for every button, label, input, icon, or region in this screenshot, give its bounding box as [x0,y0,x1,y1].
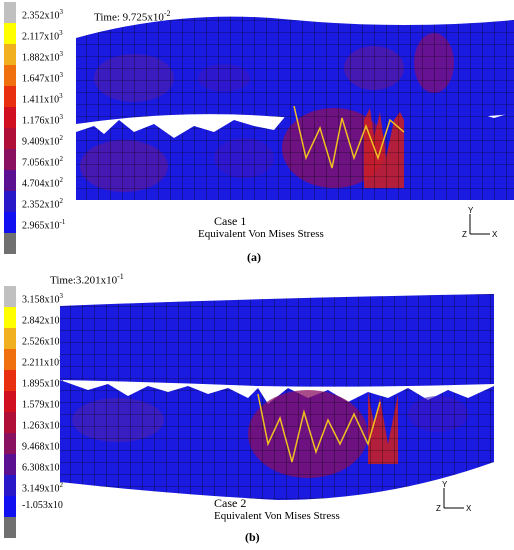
legend-swatch [4,517,16,539]
legend-swatch [4,391,16,413]
legend-label: 4.704x102 [22,176,63,190]
legend-swatch [4,23,16,45]
legend-label: 1.411x103 [22,92,63,106]
legend-swatch [4,170,16,192]
legend-label: 2.352x102 [22,197,63,211]
panel-a: 2.352x103 2.117x103 1.882x103 1.647x103 1.41… [0,0,514,270]
axis-z-label: Z [462,230,467,239]
axis-triad-a: Y X Z [462,206,498,239]
axis-z-label: Z [436,504,441,513]
legend-label: 1.263x103 [22,418,63,432]
legend-swatch [4,412,16,434]
time-label-b: Time:3.201x10-1 [50,272,124,287]
case-label-a: Case 1 [214,214,247,228]
axis-y-label: Y [468,206,474,215]
legend-swatch [4,349,16,371]
legend-swatch [4,65,16,87]
simulation-mesh-b [60,294,494,500]
case-label-b: Case 2 [214,496,247,510]
legend-swatch [4,370,16,392]
legend-swatch [4,286,16,308]
legend-label: 2.842x103 [22,313,63,327]
legend-swatch [4,128,16,150]
legend-swatch [4,233,16,255]
panel-tag-b: (b) [245,530,260,544]
legend-swatch [4,149,16,171]
legend-label: 9.468x102 [22,439,63,453]
legend-swatch [4,328,16,350]
panel-b: Time:3.201x10-1 3.158x103 2.842x103 2.526x… [0,272,514,550]
stress-label-a: Equivalent Von Mises Stress [198,228,324,240]
time-label-a: Time: 9.725x10-2 [94,9,171,24]
legend-swatch [4,496,16,518]
legend-swatch [4,191,16,213]
legend-label: 9.409x102 [22,134,63,148]
legend-label: 2.117x103 [22,29,63,43]
legend-label: 2.526x103 [22,334,63,348]
legend-swatch [4,307,16,329]
legend-swatch [4,86,16,108]
axis-y-label: Y [442,480,448,489]
legend-label: 3.149x102 [22,481,63,495]
legend-label: 1.647x103 [22,71,63,85]
legend-label: 1.579x103 [22,397,63,411]
legend-label: 2.211x103 [22,355,63,369]
stress-label-b: Equivalent Von Mises Stress [214,510,340,522]
axis-triad-b: Y X Z [436,480,472,513]
legend-label: 1.176x103 [22,113,63,127]
legend-label: 1.882x103 [22,50,63,64]
legend-swatch [4,212,16,234]
legend-label: 2.352x103 [22,8,63,22]
legend-swatch [4,44,16,66]
legend-swatch [4,2,16,24]
panel-tag-a: (a) [247,250,261,264]
axis-x-label: X [466,504,472,513]
legend-swatch [4,433,16,455]
simulation-mesh-a [76,16,514,200]
legend-label: 3.158x103 [22,292,63,306]
legend-swatch [4,475,16,497]
legend-label: 1.895x103 [22,376,63,390]
legend-swatch [4,454,16,476]
legend-label: 2.965x10-1 [22,218,66,232]
legend-label: 7.056x102 [22,155,63,169]
legend-label: -1.053x10 [22,500,63,511]
axis-x-label: X [492,230,498,239]
legend-swatch [4,107,16,129]
legend-label: 6.308x102 [22,460,63,474]
